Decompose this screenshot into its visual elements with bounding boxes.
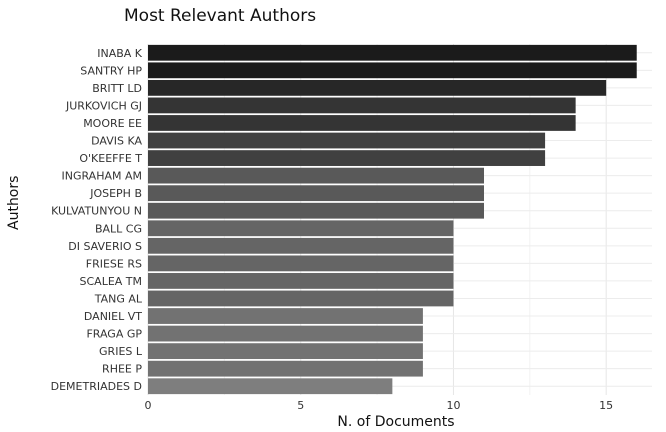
bar xyxy=(148,325,423,342)
y-tick-label: INABA K xyxy=(97,47,143,60)
bar xyxy=(148,115,576,131)
y-tick-label: SCALEA TM xyxy=(80,275,143,288)
y-tick-label: DI SAVERIO S xyxy=(68,240,142,253)
y-tick-label: DEMETRIADES D xyxy=(51,380,142,393)
y-tick-label: BALL CG xyxy=(95,222,142,235)
bars xyxy=(148,44,637,395)
y-tick-label: GRIES L xyxy=(99,345,143,358)
x-tick-label: 5 xyxy=(297,399,304,412)
bar xyxy=(148,255,454,272)
x-tick-labels: 0 5 10 15 xyxy=(145,399,614,412)
y-tick-label: JOSEPH B xyxy=(89,187,142,200)
bar xyxy=(148,62,637,79)
y-tick-label: O'KEEFFE T xyxy=(79,152,142,165)
bar xyxy=(148,290,454,307)
bar xyxy=(148,360,423,377)
bar xyxy=(148,185,484,202)
x-tick-label: 15 xyxy=(599,399,613,412)
bar xyxy=(148,378,393,395)
y-tick-label: BRITT LD xyxy=(92,82,142,95)
y-tick-label: JURKOVICH GJ xyxy=(65,99,142,112)
y-tick-label: RHEE P xyxy=(102,363,142,376)
y-tick-labels: INABA K SANTRY HP BRITT LD JURKOVICH GJ MOOR… xyxy=(51,47,143,393)
y-tick-label: FRIESE RS xyxy=(86,257,142,270)
y-tick-label: DAVIS KA xyxy=(91,135,142,148)
y-tick-label: KULVATUNYOU N xyxy=(51,205,142,218)
y-tick-label: MOORE EE xyxy=(83,117,142,130)
y-tick-label: INGRAHAM AM xyxy=(61,170,142,183)
bar xyxy=(148,167,484,184)
x-axis-label: N. of Documents xyxy=(337,414,455,430)
x-tick-label: 10 xyxy=(446,399,460,412)
bar xyxy=(148,97,576,114)
x-axis-label-wrap: N. of Documents xyxy=(0,414,666,430)
bar xyxy=(148,343,423,360)
bar xyxy=(148,44,637,61)
bar xyxy=(148,132,546,149)
y-tick-label: DANIEL VT xyxy=(84,310,142,323)
bar xyxy=(148,150,546,166)
bar xyxy=(148,79,607,96)
bar xyxy=(148,237,454,254)
bar xyxy=(148,202,484,219)
y-tick-label: FRAGA GP xyxy=(86,328,142,341)
bar xyxy=(148,308,423,324)
grid-lines xyxy=(147,44,652,395)
y-tick-label: SANTRY HP xyxy=(80,64,142,77)
y-tick-label: TANG AL xyxy=(94,292,143,305)
x-tick-label: 0 xyxy=(145,399,152,412)
bar xyxy=(148,273,454,289)
bar xyxy=(148,220,454,237)
chart-title: Most Relevant Authors xyxy=(124,6,317,26)
